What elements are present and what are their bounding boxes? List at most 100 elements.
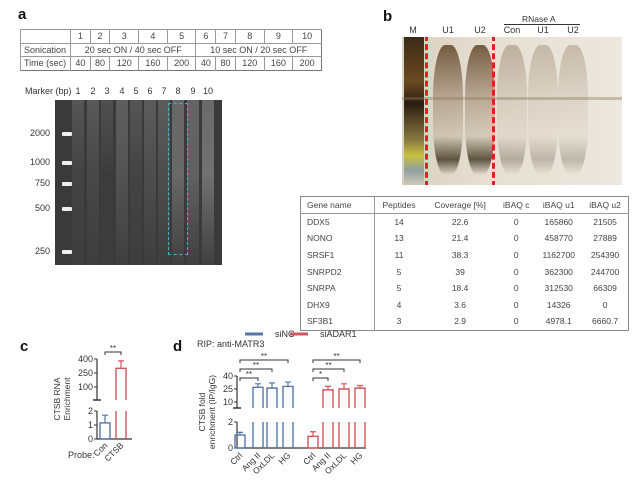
marker-label: Marker (bp) — [25, 86, 72, 96]
table-cell: 0 — [513, 233, 519, 244]
gel-lane-label: 2 — [90, 86, 96, 96]
x-tick-label: HG — [276, 450, 292, 466]
table-cell: 21.4 — [451, 233, 469, 244]
gel-lane-label: 8 — [175, 86, 181, 96]
bar-lower-part — [338, 422, 350, 448]
band-line — [402, 97, 622, 100]
lane-number: 7 — [215, 29, 236, 43]
bar-lower-part — [322, 422, 334, 448]
table-cell: 6660.7 — [592, 316, 619, 327]
gel-lane-label: U2 — [567, 25, 579, 35]
bar — [282, 385, 294, 408]
significance-bracket — [239, 377, 259, 381]
gel-lane — [87, 100, 99, 265]
x-axis-prefix: Probe: — [68, 450, 95, 460]
marker-band — [62, 207, 72, 211]
marker-size-label: 1000 — [29, 157, 50, 167]
table-cell: 458770 — [544, 233, 573, 244]
bar-lower-part — [266, 422, 278, 448]
silver-stain-gel-image — [402, 37, 622, 185]
column-header: Coverage [%] — [423, 196, 498, 214]
bar-lower-part — [115, 411, 127, 439]
marker-band — [62, 182, 72, 186]
marker-size-label: 2000 — [29, 128, 50, 138]
significance-bracket — [312, 377, 329, 381]
time-value: 160 — [138, 56, 168, 70]
time-value: 40 — [70, 56, 91, 70]
bar — [322, 389, 334, 408]
error-bar — [357, 384, 363, 389]
y-tick-label: 1 — [88, 420, 93, 430]
table-cell: 13 — [394, 233, 404, 244]
significance-label: ** — [246, 370, 252, 379]
gel-lane — [130, 100, 142, 265]
lane-number: 6 — [195, 29, 216, 43]
y-tick-label: 100 — [78, 382, 93, 392]
significance-bracket — [239, 368, 273, 372]
bar-lower-part — [252, 422, 264, 448]
table-cell: 21505 — [593, 216, 617, 227]
marker-band — [62, 250, 72, 254]
y-axis-label: CTSB RNAEnrichment — [52, 377, 72, 421]
gel-lane-label: Con — [503, 25, 521, 35]
x-tick-label: HG — [348, 450, 364, 466]
gel-lane-label: 5 — [133, 86, 139, 96]
column-header: Peptides — [374, 196, 423, 214]
y-tick-label: 250 — [78, 368, 93, 378]
lane-number: 4 — [138, 29, 168, 43]
gel-lane-label: M — [409, 25, 417, 35]
table-cell: 0 — [513, 266, 519, 277]
error-bar — [255, 383, 261, 388]
y-tick-label: 2 — [88, 406, 93, 416]
legend-label: siNC — [275, 329, 295, 339]
time-value: 120 — [234, 56, 265, 70]
bar-lower-part — [282, 422, 294, 448]
marker-band — [62, 132, 72, 136]
gel-lane — [202, 100, 214, 265]
table-cell: 0 — [513, 299, 519, 310]
rnase-label: RNase A — [522, 14, 556, 24]
error-bar — [118, 360, 124, 369]
gel-lane-label: U2 — [474, 25, 486, 35]
protein-smear — [465, 45, 495, 175]
table-cell: 165860 — [544, 216, 573, 227]
gel-lane-label: 6 — [147, 86, 153, 96]
lane-divider — [492, 37, 495, 185]
significance-label: ** — [261, 352, 267, 361]
sonication-cond: 20 sec ON / 40 sec OFF — [69, 42, 196, 57]
gel-lane — [187, 100, 199, 265]
gel-lane-label: 4 — [119, 86, 125, 96]
marker-size-label: 500 — [34, 203, 50, 213]
table-cell: SNRPD2 — [300, 263, 376, 280]
sonication-cond: 10 sec ON / 20 sec OFF — [195, 42, 322, 57]
table-cell: 4 — [396, 299, 402, 310]
lane-number: 9 — [263, 29, 293, 43]
table-cell: SRSF1 — [300, 246, 376, 264]
x-tick-label: CTSB — [102, 440, 125, 463]
table-cell: 0 — [513, 283, 519, 294]
gel-lane — [172, 100, 184, 265]
gel-lane-label: 9 — [190, 86, 196, 96]
protein-smear — [528, 45, 558, 175]
table-cell: 22.6 — [451, 216, 469, 227]
table-cell: 3 — [396, 316, 402, 327]
significance-bracket — [239, 359, 289, 363]
column-header: Gene name — [300, 196, 376, 214]
time-value: 40 — [195, 56, 216, 70]
lane-number: 1 — [70, 29, 91, 43]
lane-number: 8 — [234, 29, 265, 43]
table-cell: 5 — [396, 266, 402, 277]
table-cell: 14 — [394, 216, 404, 227]
sonication-table: 1 2 3 4 5 6 7 8 9 10 Sonication 20 sec ON / 40 sec… — [20, 29, 322, 71]
y-axis-label: CTSB foldenrichment (IP/IgG) — [197, 375, 217, 449]
table-cell: 4978.1 — [545, 316, 572, 327]
bar — [338, 388, 350, 408]
significance-label: * — [319, 370, 322, 379]
panel-label-b: b — [383, 8, 393, 25]
highlight-box — [168, 103, 188, 255]
legend-label: siADAR1 — [320, 329, 357, 339]
time-value: 200 — [292, 56, 322, 70]
error-bar — [269, 382, 275, 389]
time-value: 160 — [263, 56, 293, 70]
